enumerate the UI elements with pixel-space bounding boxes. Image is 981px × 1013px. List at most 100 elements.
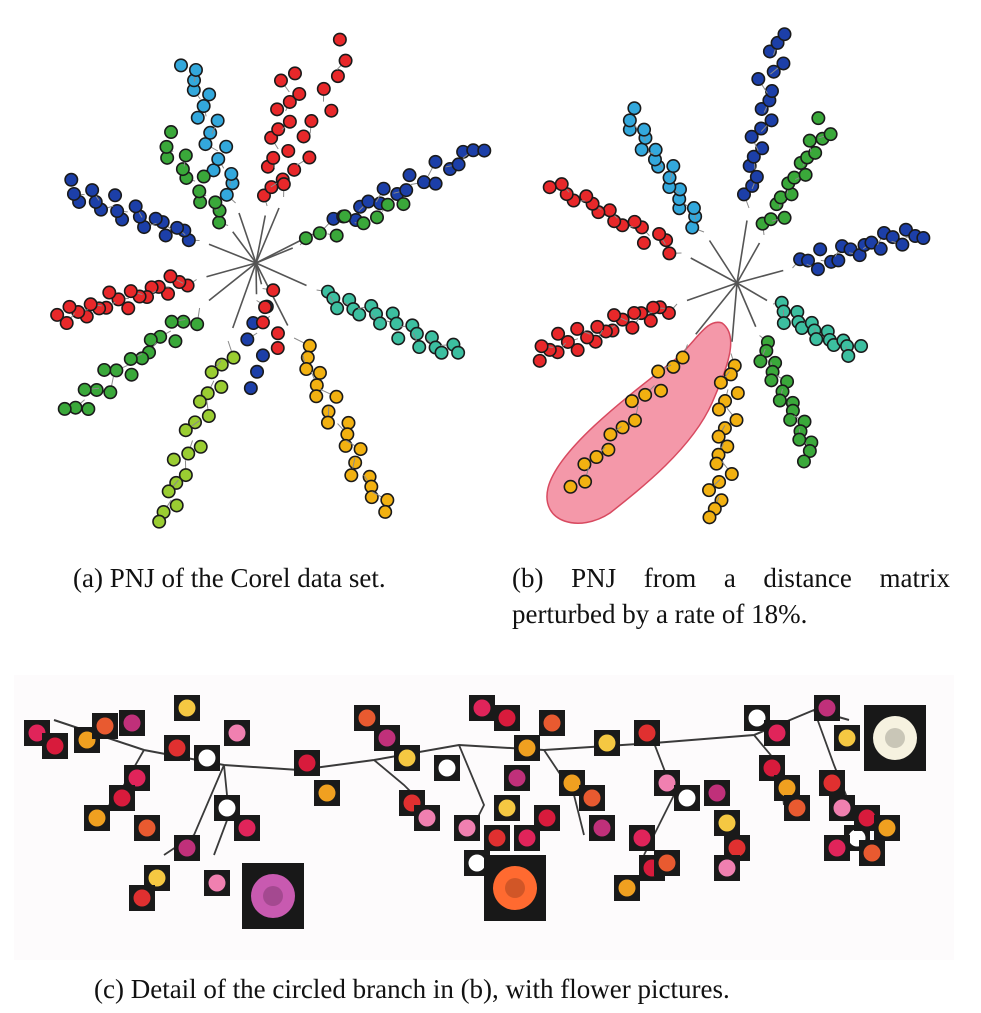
leaf-node	[755, 141, 770, 156]
leaf-node	[302, 150, 317, 165]
leaf-node	[211, 152, 226, 167]
flower-thumbnail	[634, 720, 660, 746]
branch-orange	[702, 282, 745, 525]
leaf-node	[352, 307, 367, 322]
leaf-node	[854, 339, 869, 354]
leaf-node	[312, 365, 327, 380]
flower-thumbnail	[594, 730, 620, 756]
leaf-node	[270, 326, 285, 341]
leaf-node	[373, 316, 388, 331]
leaf-node	[764, 373, 779, 388]
leaf-node	[746, 149, 761, 164]
flower-thumbnail	[434, 755, 460, 781]
flower-thumbnail	[874, 815, 900, 841]
leaf-node	[193, 439, 208, 454]
flower-thumbnail	[484, 825, 510, 851]
leaf-node	[627, 305, 642, 320]
flower-thumbnail	[504, 765, 530, 791]
leaf-node	[754, 121, 769, 136]
flower-thumbnail	[494, 795, 520, 821]
flower-thumbnail	[654, 770, 680, 796]
flower-thumbnail	[224, 720, 250, 746]
leaf-node	[776, 316, 791, 331]
leaf-node	[434, 345, 449, 360]
leaf-node	[226, 350, 241, 365]
leaf-node	[178, 148, 193, 163]
leaf-node	[627, 413, 642, 428]
large-pink-rose	[242, 863, 304, 929]
leaf-node	[340, 427, 355, 442]
flower-thumbnail	[764, 720, 790, 746]
flower-thumbnail	[294, 750, 320, 776]
flower-thumbnail	[819, 770, 845, 796]
leaf-node	[709, 456, 724, 471]
leaf-node	[753, 354, 768, 369]
leaf-node	[603, 427, 618, 442]
leaf-node	[813, 242, 828, 257]
leaf-node	[338, 438, 353, 453]
leaf-node	[181, 446, 196, 461]
leaf-node	[554, 177, 569, 192]
leaf-node	[164, 125, 179, 140]
leaf-node	[796, 454, 811, 469]
leaf-node	[108, 188, 123, 203]
leaf-node	[219, 187, 234, 202]
leaf-node	[337, 209, 352, 224]
branch-red-top-2	[255, 32, 353, 264]
leaf-node	[81, 402, 96, 417]
leaf-node	[764, 113, 779, 128]
flower-thumbnail	[119, 710, 145, 736]
flower-thumbnail	[534, 805, 560, 831]
leaf-node	[570, 321, 585, 336]
leaf-node	[675, 350, 690, 365]
leaf-node	[85, 183, 100, 198]
leaf-node	[201, 409, 216, 424]
flower-thumbnail	[214, 795, 240, 821]
leaf-node	[170, 220, 185, 235]
leaf-node	[148, 211, 163, 226]
leaf-node	[637, 122, 652, 137]
leaf-node	[809, 332, 824, 347]
leaf-node	[643, 313, 658, 328]
branch-teal	[255, 262, 466, 360]
branch-green-top	[159, 125, 257, 264]
leaf-node	[802, 133, 817, 148]
leaf-node	[166, 452, 181, 467]
leaf-node	[380, 197, 395, 212]
leaf-node	[451, 157, 466, 172]
leaf-node	[110, 204, 125, 219]
leaf-node	[624, 394, 639, 409]
pnj-tree-corel	[50, 32, 492, 529]
branch-teal	[736, 282, 869, 363]
branch-green-bottom-left	[57, 262, 257, 417]
flower-thumbnail	[42, 733, 68, 759]
flower-thumbnail	[714, 855, 740, 881]
leaf-node	[240, 332, 255, 347]
tree-panel-b	[522, 18, 962, 548]
leaf-node	[128, 199, 143, 214]
leaf-node	[477, 143, 492, 158]
branch-orange	[255, 262, 395, 519]
caption-b-line2: perturbed by a rate of 18%.	[512, 599, 808, 629]
leaf-node	[873, 241, 888, 256]
flower-thumbnail	[234, 815, 260, 841]
branch-dark-blue-left	[64, 172, 257, 264]
leaf-node	[192, 394, 207, 409]
flower-thumbnail	[314, 780, 340, 806]
flower-thumbnail	[589, 815, 615, 841]
flower-picture-tree	[24, 695, 926, 929]
leaf-node	[282, 94, 297, 109]
leaf-node	[654, 383, 669, 398]
leaf-node	[190, 317, 205, 332]
leaf-node	[255, 348, 270, 363]
leaf-node	[777, 210, 792, 225]
flower-thumbnail	[174, 695, 200, 721]
leaf-node	[250, 364, 265, 379]
leaf-node	[161, 484, 176, 499]
flower-thumbnail	[204, 870, 230, 896]
leaf-node	[802, 444, 817, 459]
caption-a: (a) PNJ of the Corel data set.	[73, 563, 386, 593]
leaf-node	[341, 415, 356, 430]
leaf-node	[762, 44, 777, 59]
leaf-node	[292, 86, 307, 101]
